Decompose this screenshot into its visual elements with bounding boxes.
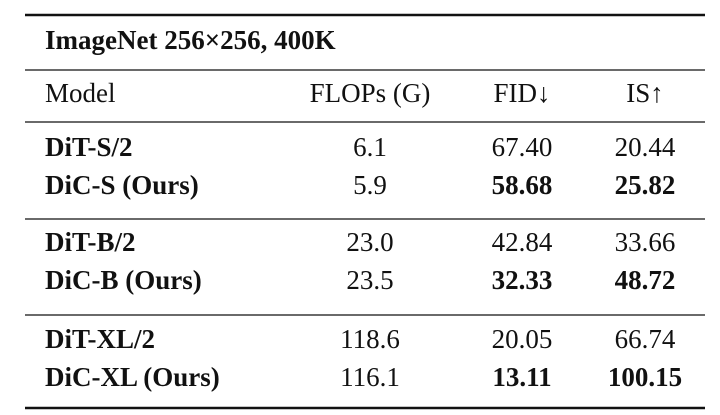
header-cell: IS↑ [626,78,664,108]
table-cell: 6.1 [353,132,387,162]
model-name: DiC-B (Ours) [45,265,202,295]
table-cell: 25.82 [615,170,676,200]
table-cell: 100.15 [608,362,682,392]
model-name: DiC-XL (Ours) [45,362,220,392]
model-name: DiT-B/2 [45,227,136,257]
header-cell: FLOPs (G) [310,78,431,108]
table-cell: 13.11 [492,362,551,392]
table-title: ImageNet 256×256, 400K [45,25,336,55]
model-name: DiC-S (Ours) [45,170,199,200]
table-cell: 58.68 [492,170,553,200]
header-cell: Model [45,78,116,108]
model-name: DiT-S/2 [45,132,133,162]
table-cell: 32.33 [492,265,553,295]
header-cell: FID↓ [493,78,550,108]
table-cell: 20.44 [615,132,676,162]
table-cell: 23.5 [346,265,393,295]
table-cell: 42.84 [492,227,553,257]
table-cell: 67.40 [492,132,553,162]
table-cell: 118.6 [340,324,400,354]
table-cell: 5.9 [353,170,387,200]
table-cell: 20.05 [492,324,553,354]
table-cell: 33.66 [615,227,676,257]
table-cell: 48.72 [615,265,676,295]
model-name: DiT-XL/2 [45,324,155,354]
table-cell: 66.74 [615,324,676,354]
table-cell: 116.1 [340,362,400,392]
table-cell: 23.0 [346,227,393,257]
